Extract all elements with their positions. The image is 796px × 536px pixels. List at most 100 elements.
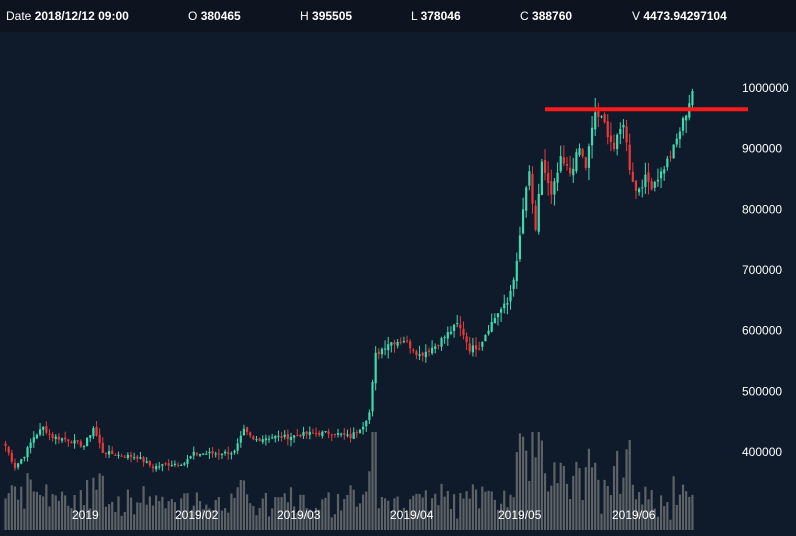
volume-value: 4473.94297104 <box>643 9 727 23</box>
volume-bar <box>173 502 177 530</box>
candle-body <box>415 351 418 356</box>
volume-bar <box>98 473 101 530</box>
volume-bar <box>365 491 368 530</box>
candle-body <box>685 115 688 121</box>
candle-body <box>681 118 685 131</box>
candle-body <box>277 435 280 437</box>
volume-bar <box>321 499 324 530</box>
volume-bar <box>562 466 565 530</box>
volume-bar <box>481 486 484 530</box>
candle-body <box>17 463 20 468</box>
candle-body <box>155 466 158 470</box>
volume-bar <box>242 480 246 530</box>
volume-bar <box>619 493 622 530</box>
volume-bar <box>224 508 227 530</box>
candle-body <box>336 433 340 435</box>
volume-bar <box>330 517 333 530</box>
volume-bar <box>575 461 578 530</box>
candle-body <box>600 116 603 118</box>
candle-body <box>628 144 631 171</box>
volume-bar <box>57 500 60 530</box>
volume-bar <box>685 491 688 530</box>
candle-body <box>525 187 528 211</box>
candle-body <box>487 330 490 334</box>
candle-body <box>104 452 108 455</box>
candle-body <box>264 438 267 441</box>
x-tick-label: 2019/04 <box>390 508 434 522</box>
volume-bar <box>537 432 540 530</box>
candle-body <box>383 348 387 350</box>
candle-body <box>452 324 456 332</box>
volume-bar <box>92 477 95 530</box>
volume-bar <box>111 501 114 530</box>
y-tick-label: 700000 <box>742 263 782 277</box>
candle-body <box>368 412 371 421</box>
volume-bar <box>650 490 653 530</box>
candle-body <box>249 432 252 436</box>
volume-bar <box>468 498 471 530</box>
volume-bar <box>51 494 54 530</box>
volume-bar <box>490 491 493 530</box>
volume-bar <box>136 502 139 530</box>
candle-body <box>224 451 227 454</box>
date-field: Date 2018/12/12 09:00 <box>6 9 129 23</box>
volume-bar <box>393 498 396 530</box>
volume-bar <box>252 506 255 530</box>
candle-body <box>631 171 634 182</box>
volume-bar <box>518 433 522 530</box>
candle-body <box>255 439 258 441</box>
candle-body <box>214 453 217 455</box>
candle-body <box>619 128 622 135</box>
volume-bar <box>452 494 456 530</box>
volume-bar <box>412 495 415 530</box>
candle-body <box>79 441 82 447</box>
candle-body <box>343 432 346 435</box>
volume-bar <box>371 432 374 530</box>
volume-bar <box>189 511 192 530</box>
volume-bar <box>42 496 45 530</box>
volume-bar <box>362 494 365 530</box>
volume-bar <box>35 491 39 530</box>
candle-body <box>550 181 553 195</box>
candle-body <box>490 321 493 332</box>
volume-bar <box>456 518 459 530</box>
volume-bar <box>142 486 145 530</box>
volume-bar <box>418 494 421 530</box>
candle-body <box>371 382 374 412</box>
candle-body <box>531 173 534 204</box>
volume-bar <box>170 499 173 530</box>
volume-bar <box>29 479 32 530</box>
candle-body <box>515 260 518 282</box>
volume-bar <box>245 494 249 530</box>
candle-body <box>396 341 399 346</box>
candle-body <box>540 161 543 196</box>
candle-body <box>556 172 559 183</box>
volume-bar <box>233 497 236 530</box>
candle-body <box>308 431 311 435</box>
volume-bar <box>7 493 10 530</box>
open-value: 380465 <box>200 9 241 23</box>
candle-body <box>365 420 368 427</box>
candle-body <box>594 112 597 130</box>
candle-body <box>478 348 481 350</box>
date-label: Date <box>6 9 32 23</box>
volume-bar <box>227 512 230 530</box>
candle-body <box>67 439 70 442</box>
candle-body <box>675 138 678 145</box>
high-label: H <box>300 9 309 23</box>
volume-bar <box>358 503 362 530</box>
volume-bar <box>133 514 136 530</box>
volume-bar <box>308 509 311 530</box>
candle-body <box>625 126 628 143</box>
candle-body <box>57 436 60 440</box>
candle-body <box>252 436 255 440</box>
candle-body <box>89 435 92 438</box>
volume-bar <box>296 513 299 530</box>
volume-bar <box>198 501 202 530</box>
volume-bar <box>324 497 327 530</box>
volume-bar <box>616 450 619 530</box>
candle-body <box>302 432 305 436</box>
candle-body <box>575 152 578 172</box>
candle-body <box>581 149 584 157</box>
